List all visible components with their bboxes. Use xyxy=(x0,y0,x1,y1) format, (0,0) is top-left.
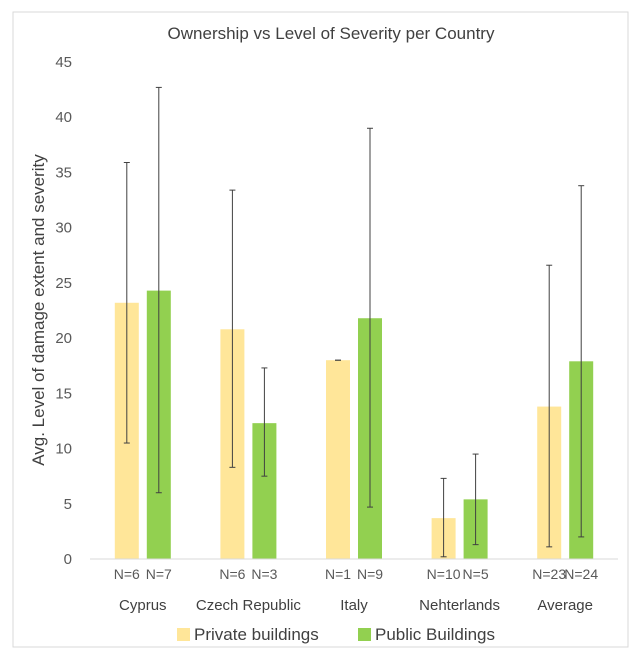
n-label: N=3 xyxy=(251,566,277,582)
plot-area xyxy=(114,86,594,559)
legend-label-public: Public Buildings xyxy=(375,625,495,644)
y-tick-label: 5 xyxy=(64,496,72,513)
y-tick-label: 0 xyxy=(64,551,72,568)
x-axis-labels: N=6 N=7 Cyprus N=6 N=3 Czech Republic N=1 N=9 It… xyxy=(114,566,599,614)
n-label: N=10 xyxy=(427,566,461,582)
y-tick-label: 25 xyxy=(55,275,72,292)
bar-private xyxy=(326,360,350,559)
y-tick-label: 40 xyxy=(55,109,72,126)
x-category-label: Nehterlands xyxy=(419,597,500,614)
y-tick-label: 20 xyxy=(55,330,72,347)
legend-label-private: Private buildings xyxy=(194,625,319,644)
x-category-label: Cyprus xyxy=(119,597,167,614)
n-label: N=6 xyxy=(114,566,140,582)
chart-title: Ownership vs Level of Severity per Count… xyxy=(168,24,495,43)
y-tick-label: 10 xyxy=(55,441,72,458)
legend-swatch-public xyxy=(358,628,371,641)
x-category-label: Czech Republic xyxy=(196,597,302,614)
y-tick-label: 35 xyxy=(55,164,72,181)
n-label: N=24 xyxy=(564,566,598,582)
y-axis-label: Avg. Level of damage extent and severity xyxy=(29,154,48,466)
n-label: N=5 xyxy=(463,566,489,582)
legend: Private buildings Public Buildings xyxy=(177,625,495,644)
n-label: N=6 xyxy=(219,566,245,582)
chart-border xyxy=(12,11,629,648)
n-label: N=23 xyxy=(532,566,566,582)
y-tick-label: 45 xyxy=(55,54,72,71)
legend-swatch-private xyxy=(177,628,190,641)
x-category-label: Average xyxy=(537,597,593,614)
n-label: N=1 xyxy=(325,566,351,582)
y-tick-label: 15 xyxy=(55,385,72,402)
y-tick-label: 30 xyxy=(55,220,72,237)
n-label: N=7 xyxy=(146,566,172,582)
x-category-label: Italy xyxy=(340,597,368,614)
n-label: N=9 xyxy=(357,566,383,582)
y-axis-ticks: 0 5 10 15 20 25 30 35 40 45 xyxy=(55,54,72,568)
